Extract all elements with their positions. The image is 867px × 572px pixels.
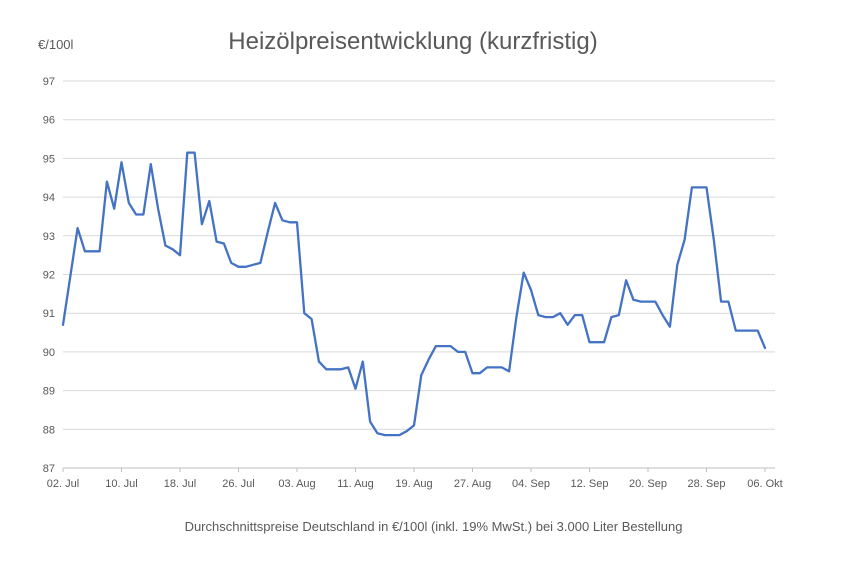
- price-line: [61, 151, 767, 437]
- x-axis-tick-label: 04. Sep: [512, 478, 550, 490]
- x-axis-tick-label: 20. Sep: [629, 478, 667, 490]
- x-axis-tick-label: 19. Aug: [395, 478, 432, 490]
- x-axis-tick-label: 18. Jul: [164, 478, 196, 490]
- x-axis-tick-label: 12. Sep: [571, 478, 609, 490]
- y-axis-tick-label: 93: [43, 231, 55, 243]
- x-axis-tick-label: 27. Aug: [454, 478, 491, 490]
- x-axis-tick-label: 10. Jul: [105, 478, 137, 490]
- x-axis-tick-label: 28. Sep: [688, 478, 726, 490]
- y-axis-tick-label: 95: [43, 153, 55, 165]
- y-axis-unit-label: €/100l: [38, 37, 74, 52]
- x-axis-tick-label: 03. Aug: [278, 478, 315, 490]
- y-axis-tick-label: 92: [43, 270, 55, 282]
- x-axis-tick-label: 06. Okt: [747, 478, 782, 490]
- y-axis-tick-label: 87: [43, 463, 55, 475]
- x-axis-tick-label: 02. Jul: [47, 478, 79, 490]
- y-axis-tick-label: 90: [43, 347, 55, 359]
- x-axis-tick-label: 11. Aug: [337, 478, 374, 490]
- y-axis-tick-label: 94: [43, 192, 55, 204]
- y-axis-tick-label: 88: [43, 424, 55, 436]
- x-axis-tick-label: 26. Jul: [222, 478, 254, 490]
- y-axis-tick-label: 89: [43, 386, 55, 398]
- chart-caption: Durchschnittspreise Deutschland in €/100…: [184, 519, 683, 534]
- y-axis-tick-label: 96: [43, 115, 55, 127]
- y-axis-tick-label: 97: [43, 76, 55, 88]
- y-axis-tick-label: 91: [43, 308, 55, 320]
- chart-title: Heizölpreisentwicklung (kurzfristig): [228, 28, 598, 55]
